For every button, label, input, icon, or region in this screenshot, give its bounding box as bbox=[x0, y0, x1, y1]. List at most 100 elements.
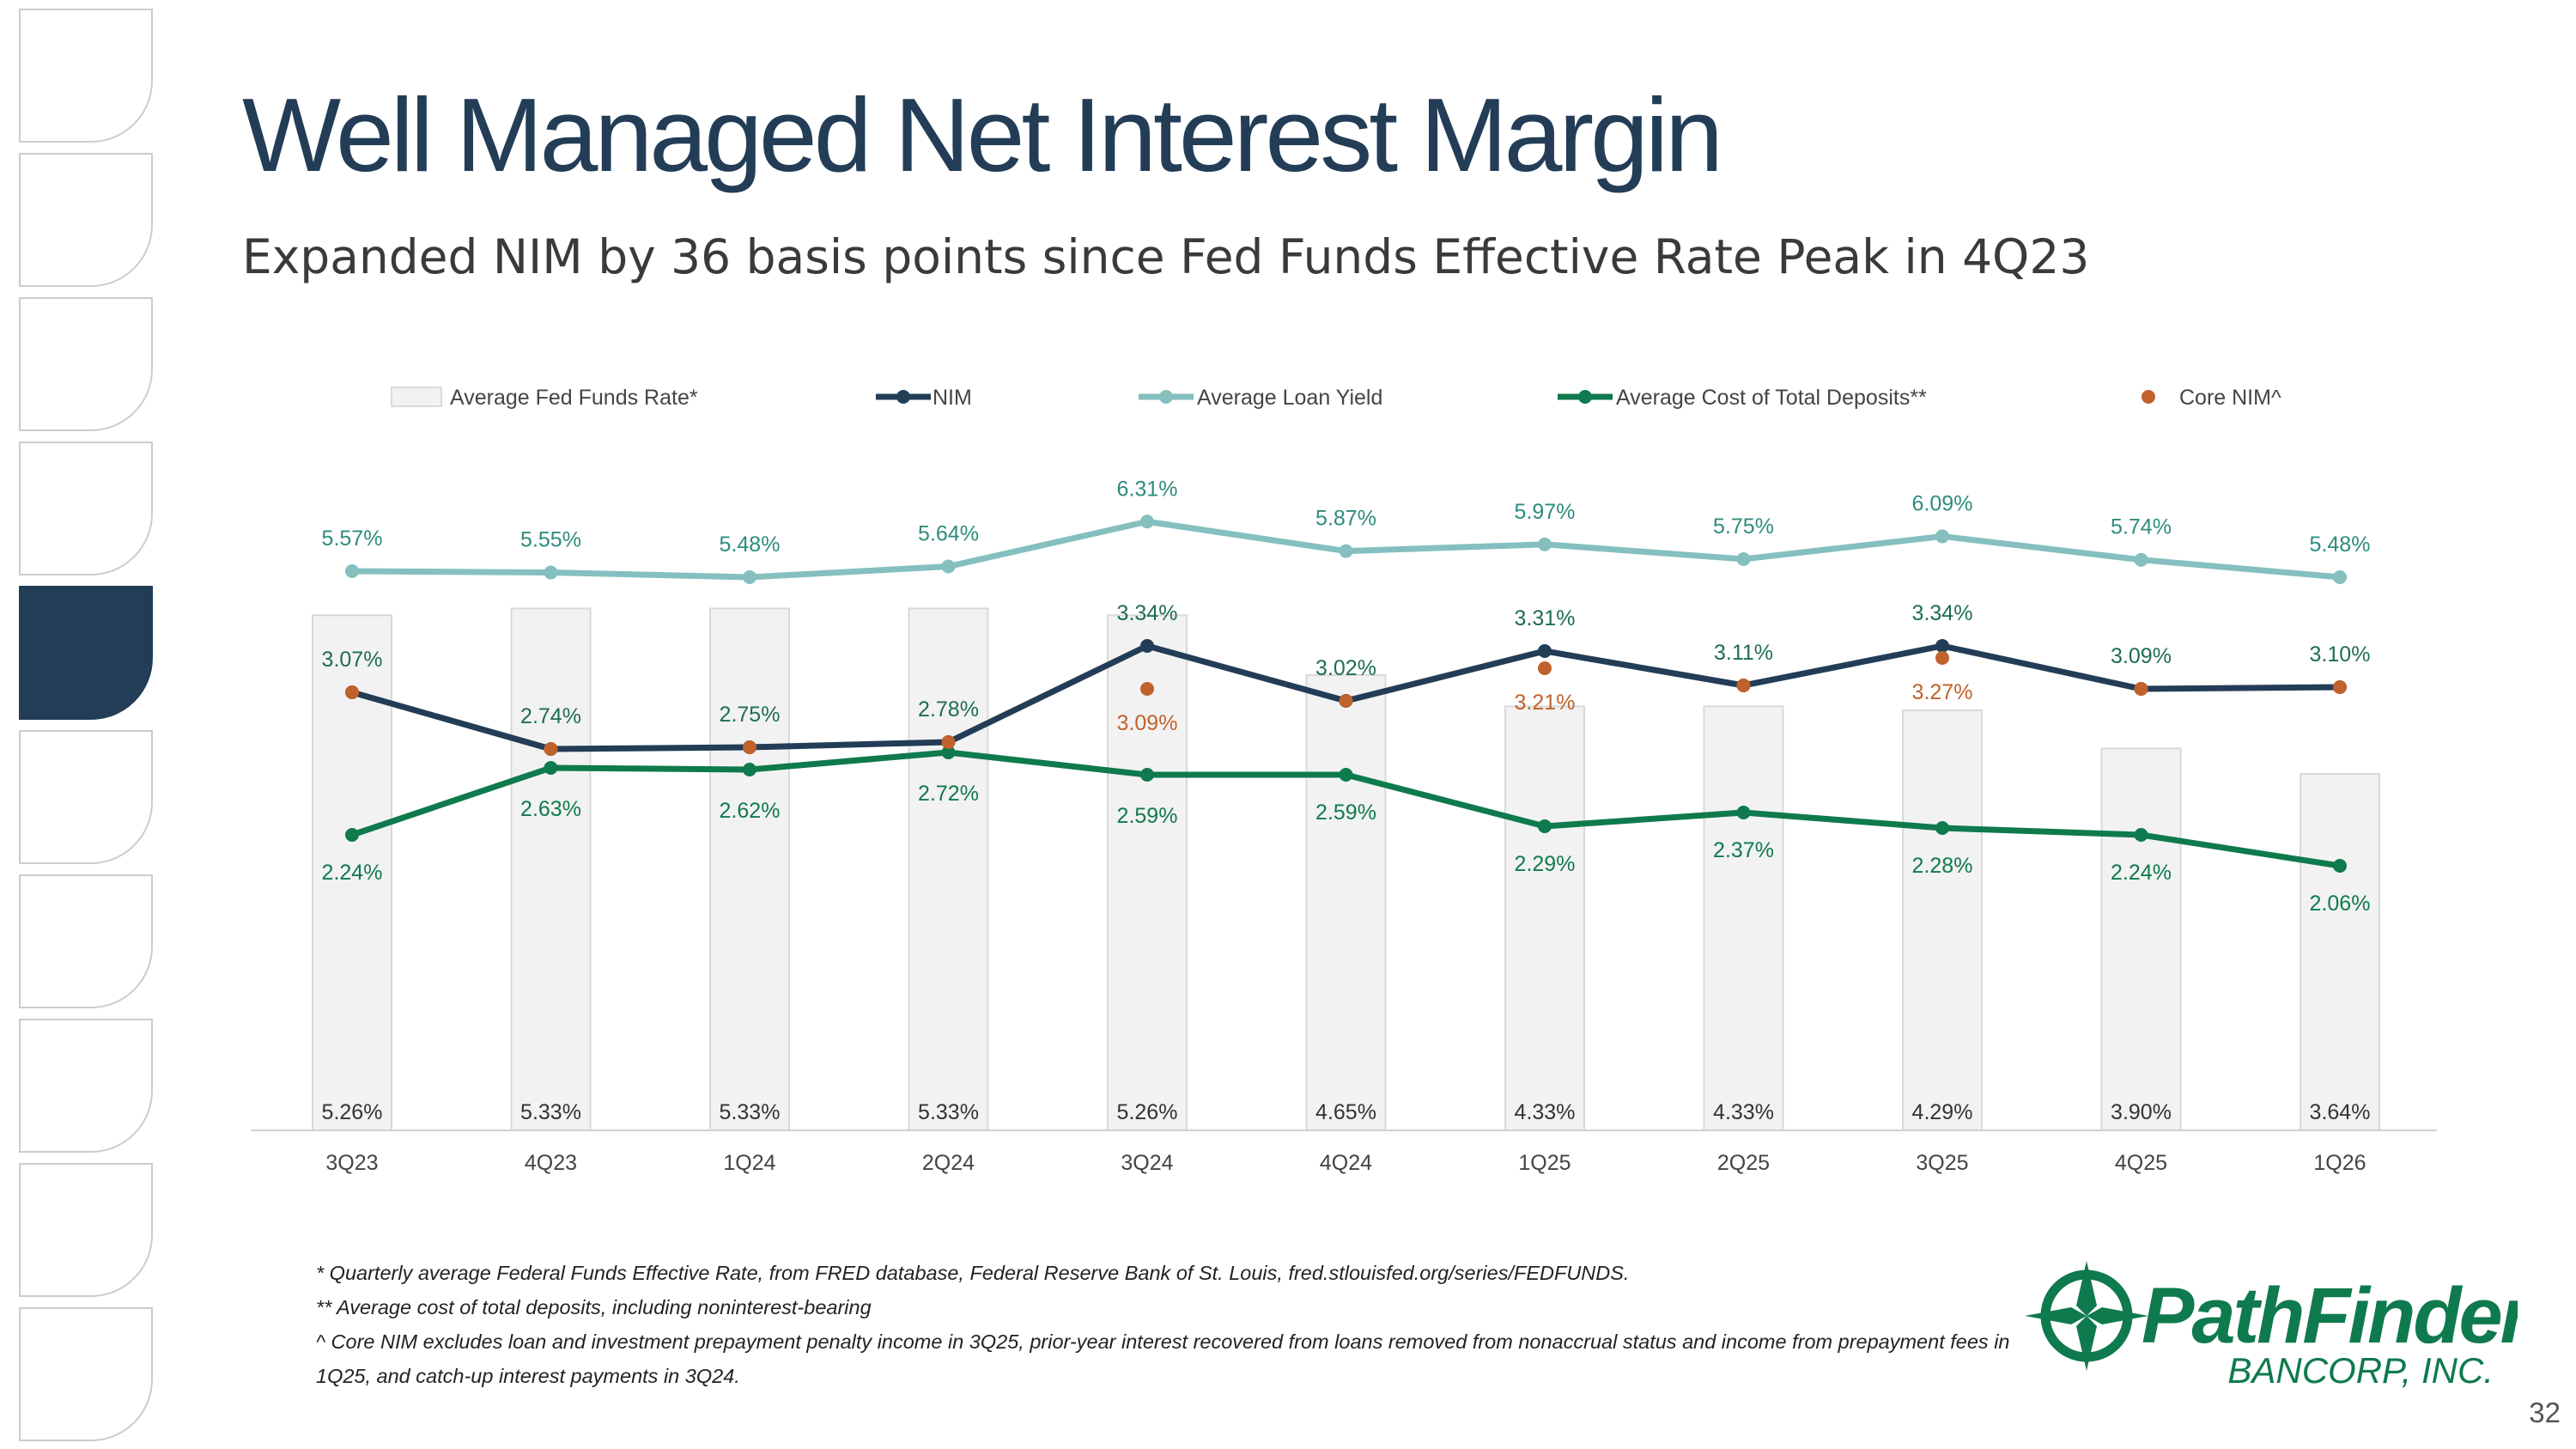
legend-swatch-fed-funds bbox=[391, 387, 442, 407]
fed-funds-bar bbox=[1107, 614, 1188, 1131]
nim-label: 3.02% bbox=[1315, 656, 1376, 680]
legend-label-fed-funds: Average Fed Funds Rate* bbox=[450, 386, 698, 410]
nim-label: 3.34% bbox=[1912, 601, 1973, 625]
loan-yield-point bbox=[1339, 544, 1353, 558]
nim-chart: 5.26% 5.33% 5.33% 5.33% 5.26% 4.65% 4.33% 4.33%… bbox=[251, 386, 2437, 1175]
core-nim-point bbox=[2333, 680, 2347, 694]
section-tab-9[interactable] bbox=[19, 1163, 153, 1297]
deposits-point bbox=[2333, 859, 2347, 873]
legend-marker-core-nim bbox=[2142, 390, 2155, 404]
deposits-label: 2.72% bbox=[918, 782, 979, 806]
section-tab-10[interactable] bbox=[19, 1307, 153, 1441]
loan-yield-point bbox=[1140, 514, 1154, 529]
footnotes: * Quarterly average Federal Funds Effect… bbox=[316, 1256, 2016, 1393]
nim-label: 2.75% bbox=[720, 703, 781, 727]
nim-label: 3.34% bbox=[1117, 601, 1178, 625]
loan-yield-label: 5.57% bbox=[322, 527, 383, 551]
deposits-point bbox=[345, 828, 359, 842]
section-tab-1[interactable] bbox=[19, 9, 153, 143]
fed-funds-bar bbox=[709, 607, 790, 1131]
logo-subtext: BANCORP, INC. bbox=[2227, 1350, 2494, 1391]
deposits-point bbox=[1935, 821, 1949, 835]
deposits-label: 2.29% bbox=[1515, 852, 1576, 876]
loan-yield-label: 6.31% bbox=[1117, 477, 1178, 501]
page-subtitle: Expanded NIM by 36 basis points since Fe… bbox=[242, 229, 2090, 284]
x-tick-label: 3Q23 bbox=[325, 1151, 378, 1175]
fed-funds-bar bbox=[1902, 709, 1983, 1131]
loan-yield-label: 5.64% bbox=[918, 522, 979, 546]
loan-yield-point bbox=[743, 570, 756, 584]
x-tick-label: 3Q25 bbox=[1916, 1151, 1968, 1175]
core-nim-label: 3.09% bbox=[1117, 711, 1178, 735]
fed-funds-bar bbox=[908, 607, 989, 1131]
legend-marker-loan-yield bbox=[1159, 390, 1173, 404]
x-tick-label: 4Q25 bbox=[2115, 1151, 2167, 1175]
section-tab-6[interactable] bbox=[19, 730, 153, 864]
fed-funds-bar bbox=[510, 607, 592, 1131]
x-tick-label: 4Q24 bbox=[1320, 1151, 1372, 1175]
x-tick-label: 2Q25 bbox=[1717, 1151, 1770, 1175]
section-tab-3[interactable] bbox=[19, 297, 153, 431]
loan-yield-label: 5.97% bbox=[1515, 500, 1576, 524]
section-tab-4[interactable] bbox=[19, 441, 153, 575]
loan-yield-point bbox=[1935, 529, 1949, 544]
x-tick-label: 2Q24 bbox=[922, 1151, 975, 1175]
fed-funds-label: 5.33% bbox=[918, 1100, 979, 1124]
core-nim-point bbox=[941, 735, 956, 749]
fed-funds-label: 4.29% bbox=[1912, 1100, 1973, 1124]
loan-yield-label: 6.09% bbox=[1912, 491, 1973, 515]
fed-funds-label: 5.26% bbox=[322, 1100, 383, 1124]
core-nim-label: 3.27% bbox=[1912, 680, 1973, 704]
section-tab-8[interactable] bbox=[19, 1019, 153, 1153]
nim-label: 3.11% bbox=[1714, 641, 1773, 665]
fed-funds-label: 5.33% bbox=[720, 1100, 781, 1124]
core-nim-point bbox=[1339, 694, 1353, 708]
x-tick-label: 1Q26 bbox=[2313, 1151, 2366, 1175]
page-number: 32 bbox=[2529, 1397, 2561, 1428]
footnote-fed-funds: * Quarterly average Federal Funds Effect… bbox=[316, 1262, 1630, 1284]
fed-funds-label: 5.26% bbox=[1117, 1100, 1178, 1124]
loan-yield-label: 5.74% bbox=[2111, 515, 2172, 539]
deposits-point bbox=[1339, 768, 1353, 782]
deposits-label: 2.24% bbox=[2111, 861, 2172, 885]
loan-yield-label: 5.48% bbox=[720, 533, 781, 557]
x-tick-label: 3Q24 bbox=[1121, 1151, 1173, 1175]
deposits-point bbox=[1538, 819, 1552, 833]
deposits-label: 2.28% bbox=[1912, 854, 1973, 878]
legend-label-deposits: Average Cost of Total Deposits** bbox=[1616, 386, 1927, 410]
core-nim-point bbox=[1538, 661, 1552, 675]
loan-yield-point bbox=[544, 565, 558, 580]
deposits-point bbox=[743, 763, 756, 776]
loan-yield-point bbox=[2333, 570, 2347, 584]
x-tick-label: 1Q25 bbox=[1518, 1151, 1571, 1175]
loan-yield-point bbox=[1538, 537, 1552, 551]
x-tick-label: 1Q24 bbox=[723, 1151, 775, 1175]
section-tab-7[interactable] bbox=[19, 874, 153, 1008]
loan-yield-label: 5.48% bbox=[2310, 533, 2371, 557]
nim-point bbox=[1935, 639, 1949, 653]
nim-point bbox=[1140, 639, 1154, 653]
fed-funds-label: 4.33% bbox=[1713, 1100, 1774, 1124]
nim-label: 3.31% bbox=[1515, 606, 1576, 630]
core-nim-point bbox=[1140, 682, 1154, 696]
fed-funds-label: 3.90% bbox=[2111, 1100, 2172, 1124]
deposits-point bbox=[941, 746, 956, 759]
section-tab-5[interactable] bbox=[19, 586, 153, 720]
fed-funds-bar bbox=[1703, 705, 1784, 1131]
fed-funds-label: 5.33% bbox=[520, 1100, 581, 1124]
core-nim-point bbox=[2134, 682, 2148, 696]
loan-yield-point bbox=[1736, 551, 1751, 566]
nim-label: 3.09% bbox=[2111, 644, 2172, 668]
fed-funds-label: 4.65% bbox=[1315, 1100, 1376, 1124]
section-tab-2[interactable] bbox=[19, 153, 153, 287]
deposits-label: 2.63% bbox=[520, 797, 581, 821]
nim-label: 2.78% bbox=[918, 697, 979, 721]
nim-point bbox=[1538, 644, 1552, 658]
deposits-label: 2.59% bbox=[1117, 804, 1178, 828]
nim-label: 3.10% bbox=[2310, 642, 2371, 667]
deposits-label: 2.59% bbox=[1315, 801, 1376, 825]
loan-yield-label: 5.75% bbox=[1713, 514, 1774, 539]
logo-wordmark: PathFinder bbox=[2142, 1272, 2518, 1360]
legend-marker-nim bbox=[896, 390, 910, 404]
fed-funds-bar bbox=[1504, 705, 1585, 1131]
